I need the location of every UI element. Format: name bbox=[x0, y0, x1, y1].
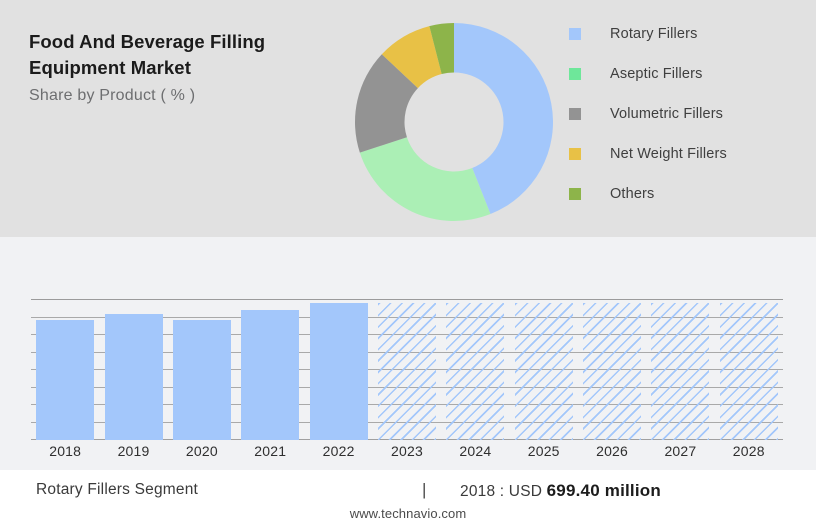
bar-slot bbox=[304, 299, 372, 440]
bar-forecast bbox=[583, 303, 642, 440]
x-axis-tick-label: 2021 bbox=[254, 443, 287, 459]
bar-slot bbox=[441, 299, 509, 440]
donut-slice bbox=[359, 137, 491, 221]
bar-actual bbox=[104, 314, 163, 440]
bar-forecast bbox=[719, 303, 778, 440]
bar-slot bbox=[646, 299, 714, 440]
page-subtitle: Share by Product ( % ) bbox=[29, 87, 196, 105]
x-axis-tick-label: 2023 bbox=[391, 443, 423, 459]
bar-slot bbox=[578, 299, 646, 440]
page-title: Food And Beverage Filling Equipment Mark… bbox=[29, 31, 266, 78]
bar-chart-x-axis: 2018 2019 2020 2021 2022 2023 2024 2025 2026 2027… bbox=[31, 443, 783, 459]
donut-slice bbox=[355, 54, 418, 153]
legend-swatch-icon bbox=[569, 148, 581, 160]
legend-swatch-icon bbox=[569, 108, 581, 120]
footer: Rotary Fillers Segment | 2018 : USD 699.… bbox=[0, 470, 816, 528]
legend-item-label: Net Weight Fillers bbox=[610, 146, 727, 162]
x-axis-tick-label: 2027 bbox=[664, 443, 697, 459]
legend-item: Rotary Fillers bbox=[569, 14, 727, 54]
gridline bbox=[31, 299, 783, 300]
legend-item: Volumetric Fillers bbox=[569, 94, 727, 134]
bar-actual bbox=[309, 303, 368, 440]
x-axis-tick-label: 2028 bbox=[732, 443, 765, 459]
bar-series bbox=[31, 299, 783, 440]
bar-slot bbox=[236, 299, 304, 440]
bar-slot bbox=[373, 299, 441, 440]
footer-value-amount: 699.40 million bbox=[546, 481, 661, 500]
bar-slot bbox=[715, 299, 783, 440]
donut-slice bbox=[381, 26, 442, 89]
footer-value-prefix: 2018 : USD bbox=[460, 483, 543, 500]
x-axis-tick-label: 2019 bbox=[117, 443, 150, 459]
legend-swatch-icon bbox=[569, 188, 581, 200]
bar-actual bbox=[241, 309, 300, 440]
legend-swatch-icon bbox=[569, 68, 581, 80]
x-axis-tick-label: 2026 bbox=[596, 443, 629, 459]
legend-item-label: Rotary Fillers bbox=[610, 26, 698, 42]
bar-slot bbox=[99, 299, 167, 440]
bar-forecast bbox=[651, 303, 710, 440]
x-axis-tick-label: 2025 bbox=[527, 443, 560, 459]
x-axis-tick-label: 2022 bbox=[322, 443, 355, 459]
footer-url: www.technavio.com bbox=[349, 506, 467, 521]
bar-slot bbox=[31, 299, 99, 440]
donut-slice bbox=[454, 23, 553, 215]
donut-chart-svg bbox=[355, 23, 553, 221]
donut-chart bbox=[354, 22, 554, 222]
legend-item-label: Volumetric Fillers bbox=[610, 106, 724, 122]
legend-item-label: Aseptic Fillers bbox=[610, 66, 703, 82]
legend-item: Net Weight Fillers bbox=[569, 134, 727, 174]
donut-slice bbox=[429, 23, 454, 75]
legend-item-label: Others bbox=[610, 186, 655, 202]
legend-item: Others bbox=[569, 174, 727, 214]
legend-item: Aseptic Fillers bbox=[569, 54, 727, 94]
bar-actual bbox=[36, 319, 95, 440]
bar-slot bbox=[168, 299, 236, 440]
legend: Rotary Fillers Aseptic Fillers Volumetric … bbox=[569, 14, 727, 214]
bar-forecast bbox=[514, 303, 573, 440]
bar-slot bbox=[510, 299, 578, 440]
bar-forecast bbox=[377, 303, 436, 440]
legend-swatch-icon bbox=[569, 28, 581, 40]
x-axis-tick-label: 2020 bbox=[185, 443, 218, 459]
header-band: Food And Beverage Filling Equipment Mark… bbox=[0, 0, 816, 237]
x-axis-tick-label: 2024 bbox=[459, 443, 492, 459]
footer-value: 2018 : USD 699.40 million bbox=[460, 481, 661, 501]
bar-forecast bbox=[446, 303, 505, 440]
bar-actual bbox=[172, 319, 231, 440]
title-block: Food And Beverage Filling Equipment Mark… bbox=[29, 29, 329, 105]
footer-divider: | bbox=[422, 480, 427, 499]
bar-chart-plot bbox=[31, 299, 783, 440]
footer-segment-label: Rotary Fillers Segment bbox=[36, 481, 199, 498]
x-axis-tick-label: 2018 bbox=[49, 443, 82, 459]
